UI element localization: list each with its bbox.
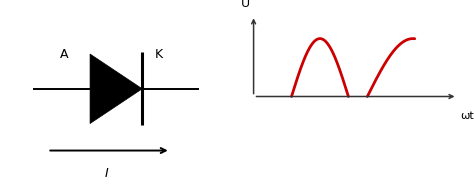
Text: U: U: [240, 0, 250, 10]
Text: A: A: [60, 47, 68, 61]
Text: ωt: ωt: [460, 111, 474, 121]
Text: I: I: [105, 167, 109, 180]
Text: K: K: [155, 47, 163, 61]
Polygon shape: [90, 54, 142, 124]
